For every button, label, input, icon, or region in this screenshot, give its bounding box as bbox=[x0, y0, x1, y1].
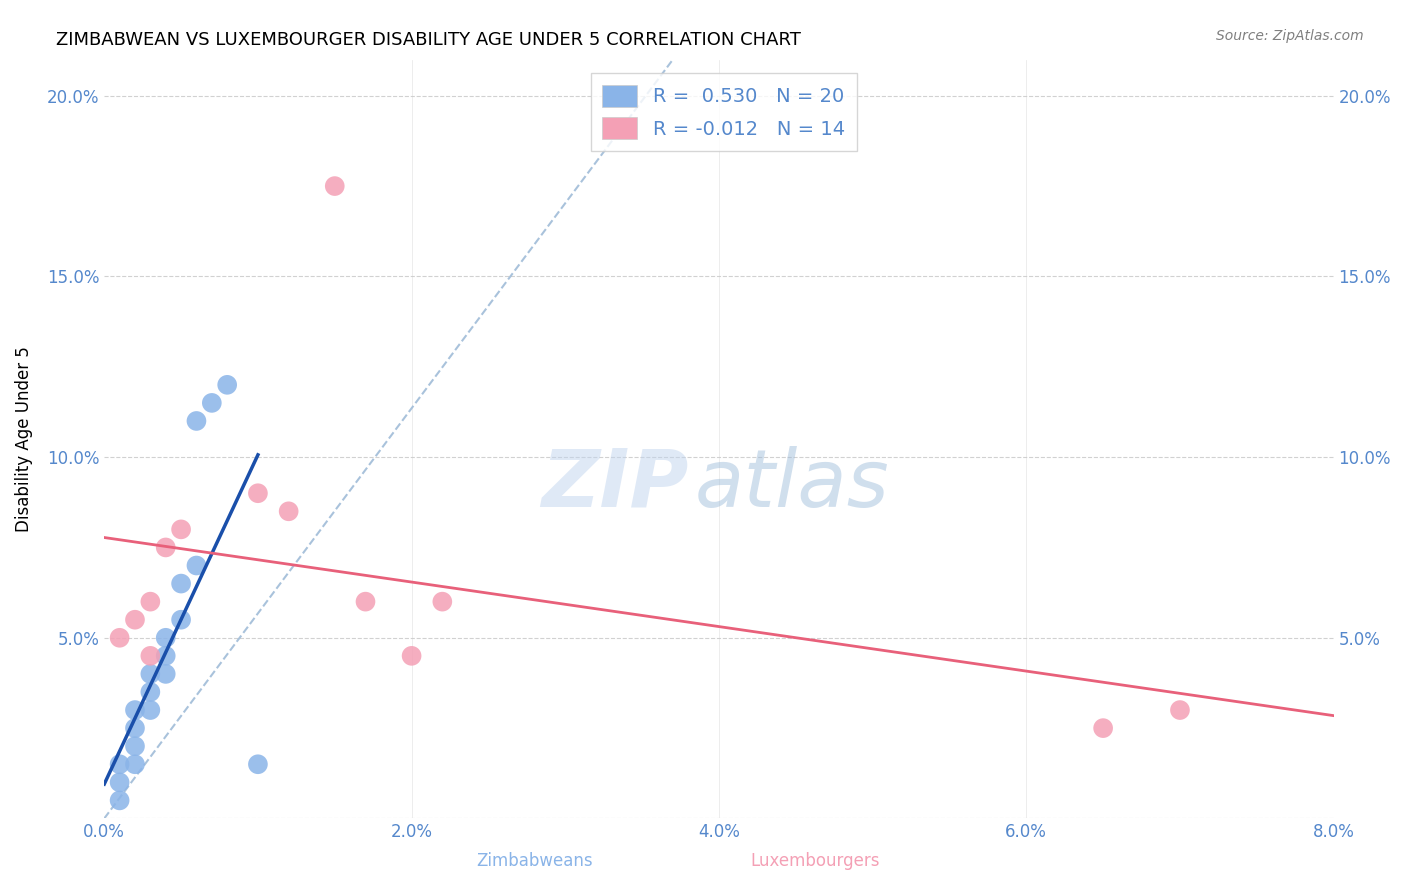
Point bbox=[401, 648, 423, 663]
Point bbox=[277, 504, 299, 518]
Point bbox=[170, 613, 193, 627]
Point bbox=[1168, 703, 1191, 717]
Point bbox=[108, 631, 131, 645]
Point bbox=[155, 667, 177, 681]
Text: atlas: atlas bbox=[695, 446, 889, 524]
Point bbox=[155, 631, 177, 645]
Point bbox=[139, 685, 162, 699]
Point bbox=[217, 377, 239, 392]
Point bbox=[1092, 721, 1115, 735]
Legend: R =  0.530   N = 20, R = -0.012   N = 14: R = 0.530 N = 20, R = -0.012 N = 14 bbox=[591, 73, 856, 151]
Text: Source: ZipAtlas.com: Source: ZipAtlas.com bbox=[1216, 29, 1364, 43]
Point bbox=[155, 648, 177, 663]
Point bbox=[432, 594, 454, 608]
Point bbox=[124, 757, 146, 772]
Point bbox=[186, 414, 208, 428]
Point bbox=[124, 703, 146, 717]
Point bbox=[246, 486, 269, 500]
Point bbox=[139, 594, 162, 608]
Point bbox=[186, 558, 208, 573]
Point bbox=[139, 703, 162, 717]
Text: Luxembourgers: Luxembourgers bbox=[751, 852, 880, 870]
Text: ZIP: ZIP bbox=[541, 446, 688, 524]
Point bbox=[155, 541, 177, 555]
Text: Zimbabweans: Zimbabweans bbox=[477, 852, 592, 870]
Point bbox=[139, 648, 162, 663]
Point bbox=[323, 179, 346, 194]
Point bbox=[124, 721, 146, 735]
Point bbox=[139, 667, 162, 681]
Y-axis label: Disability Age Under 5: Disability Age Under 5 bbox=[15, 346, 32, 532]
Point bbox=[246, 757, 269, 772]
Point bbox=[170, 522, 193, 536]
Point bbox=[354, 594, 377, 608]
Point bbox=[108, 775, 131, 789]
Point bbox=[170, 576, 193, 591]
Text: ZIMBABWEAN VS LUXEMBOURGER DISABILITY AGE UNDER 5 CORRELATION CHART: ZIMBABWEAN VS LUXEMBOURGER DISABILITY AG… bbox=[56, 31, 801, 49]
Point bbox=[124, 739, 146, 754]
Point bbox=[108, 793, 131, 807]
Point bbox=[201, 396, 224, 410]
Point bbox=[108, 757, 131, 772]
Point bbox=[124, 613, 146, 627]
